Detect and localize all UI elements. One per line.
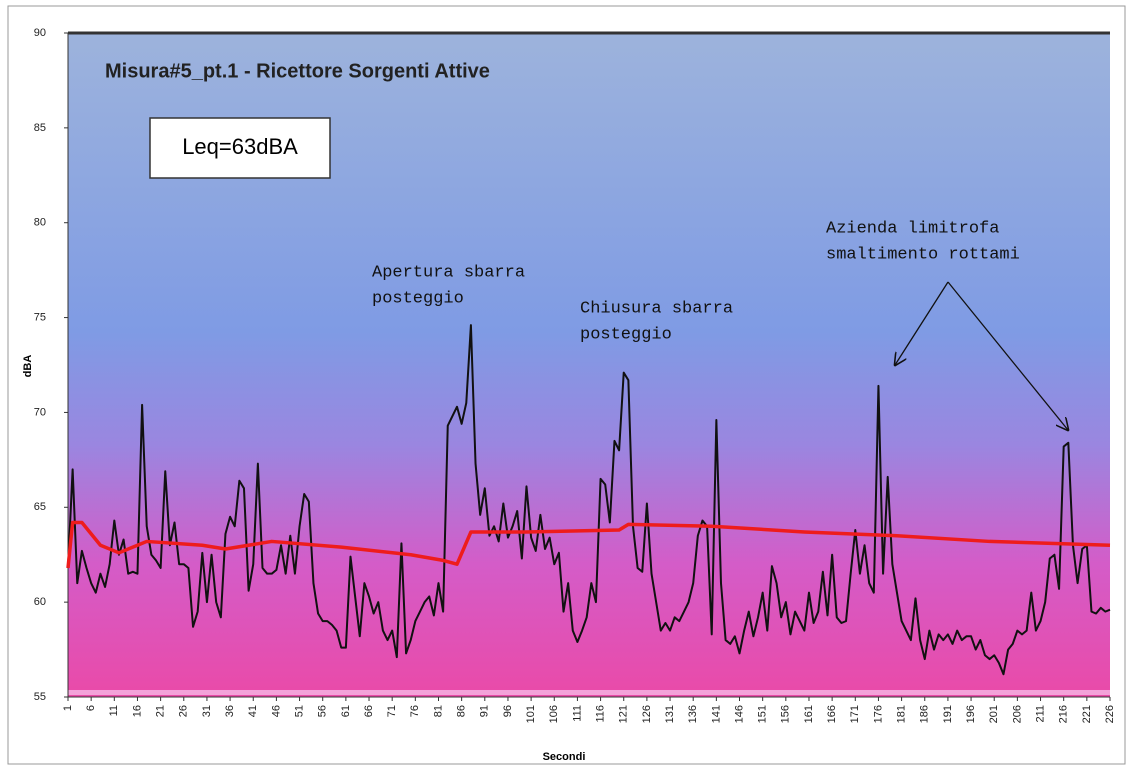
y-tick-label: 90	[34, 27, 46, 39]
x-tick-label: 31	[201, 705, 213, 717]
x-tick-label: 176	[872, 705, 884, 723]
y-tick-label: 70	[34, 406, 46, 418]
x-tick-label: 166	[826, 705, 838, 723]
band	[68, 690, 1110, 695]
x-tick-label: 56	[317, 705, 329, 717]
x-tick-label: 66	[363, 705, 375, 717]
x-axis-label: Secondi	[543, 751, 586, 763]
y-tick-label: 85	[34, 122, 46, 134]
x-tick-label: 171	[849, 705, 861, 723]
chart-title: Misura#5_pt.1 - Ricettore Sorgenti Attiv…	[105, 60, 490, 82]
arrow	[895, 281, 949, 365]
x-tick-label: 226	[1104, 705, 1116, 723]
annotation: posteggio	[372, 289, 464, 308]
y-tick-label: 55	[34, 691, 46, 703]
y-tick-label: 80	[34, 217, 46, 229]
annotation: Azienda limitrofa	[826, 219, 999, 238]
x-tick-label: 111	[571, 705, 583, 722]
x-tick-label: 11	[108, 705, 120, 716]
y-axis-label: dBA	[22, 355, 34, 378]
x-tick-label: 41	[247, 705, 259, 717]
x-tick-label: 71	[386, 705, 398, 717]
x-tick-label: 91	[479, 705, 491, 717]
x-tick-label: 21	[155, 705, 167, 717]
leq-box	[149, 117, 331, 179]
x-tick-label: 141	[710, 705, 722, 723]
x-tick-label: 156	[780, 705, 792, 723]
x-tick-label: 161	[803, 705, 815, 723]
x-tick-label: 46	[270, 705, 282, 717]
x-tick-label: 121	[618, 705, 630, 723]
x-tick-label: 151	[757, 705, 769, 723]
x-tick-label: 86	[456, 705, 468, 717]
x-tick-label: 26	[178, 705, 190, 717]
y-tick-label: 75	[34, 311, 46, 323]
annotation: Chiusura sbarra	[580, 299, 733, 318]
data-line	[66, 520, 1111, 569]
x-tick-label: 196	[965, 705, 977, 723]
x-tick-label: 61	[340, 705, 352, 717]
x-tick-label: 191	[942, 705, 954, 723]
x-tick-label: 6	[85, 705, 97, 711]
x-tick-label: 96	[502, 705, 514, 717]
x-tick-label: 206	[1011, 705, 1023, 723]
annotation: smaltimento rottami	[826, 245, 1020, 264]
x-tick-label: 216	[1058, 705, 1070, 723]
x-tick-label: 81	[432, 705, 444, 717]
data-line	[67, 324, 1111, 676]
annotation: Leq=63dBA	[182, 134, 298, 159]
x-tick-label: 76	[409, 705, 421, 717]
x-tick-label: 181	[896, 705, 908, 723]
x-tick-label: 51	[293, 705, 305, 717]
annotation: posteggio	[580, 325, 672, 344]
x-tick-label: 221	[1081, 705, 1093, 723]
x-tick-label: 146	[733, 705, 745, 723]
x-tick-label: 136	[687, 705, 699, 723]
x-tick-label: 101	[525, 705, 537, 723]
annotation: Apertura sbarra	[372, 263, 525, 282]
y-tick-label: 60	[34, 596, 46, 608]
x-tick-label: 131	[664, 705, 676, 723]
x-tick-label: 201	[988, 705, 1000, 723]
y-tick-label: 65	[34, 501, 46, 513]
x-tick-label: 186	[919, 705, 931, 723]
x-tick-label: 36	[224, 705, 236, 717]
x-tick-label: 1	[62, 705, 74, 711]
arrow	[947, 281, 1068, 430]
x-tick-label: 16	[131, 705, 143, 717]
x-tick-label: 126	[641, 705, 653, 723]
x-tick-label: 211	[1034, 705, 1046, 723]
x-tick-label: 106	[548, 705, 560, 723]
x-tick-label: 116	[594, 705, 606, 723]
